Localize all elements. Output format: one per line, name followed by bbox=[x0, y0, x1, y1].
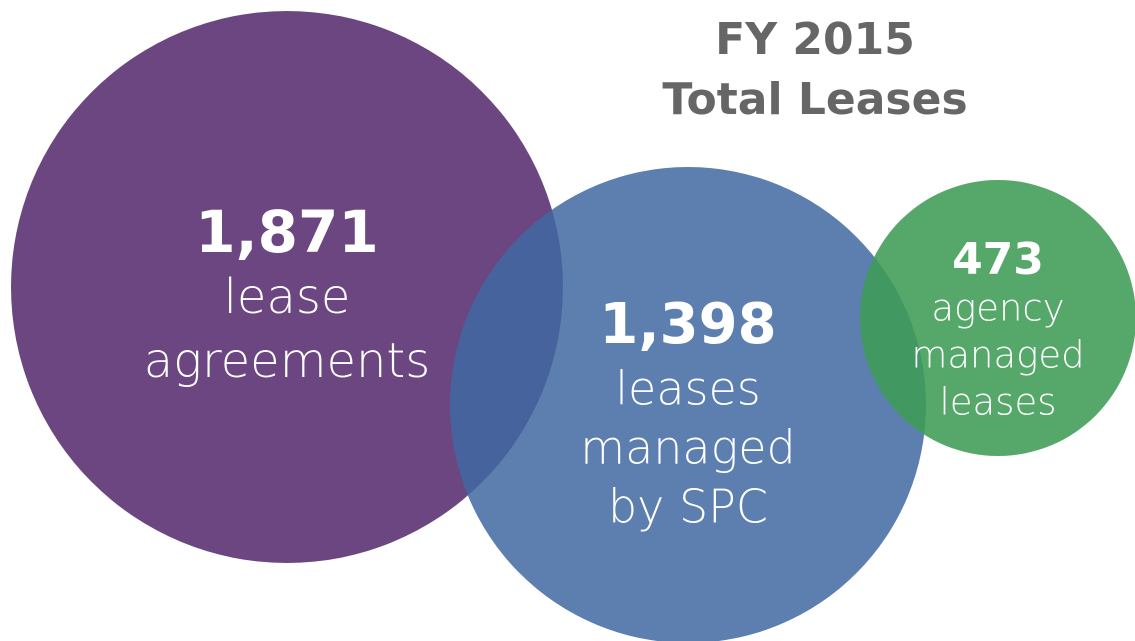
bubble-circle bbox=[450, 167, 926, 641]
bubble-number: 1,871 bbox=[195, 198, 378, 266]
bubble-label: agreements bbox=[144, 333, 431, 389]
bubble-label: managed bbox=[911, 334, 1084, 377]
bubble-label: agency bbox=[931, 287, 1064, 330]
bubble-label: managed bbox=[580, 421, 795, 475]
bubble-number: 473 bbox=[952, 234, 1044, 285]
bubble-number: 1,398 bbox=[599, 292, 776, 357]
bubble-label: by SPC bbox=[608, 480, 768, 534]
bubble-circle bbox=[11, 11, 563, 563]
bubble-label: leases bbox=[939, 381, 1056, 424]
bubble-label: leases bbox=[615, 362, 761, 416]
title-line: FY 2015 bbox=[715, 14, 915, 65]
title-line: Total Leases bbox=[662, 74, 967, 125]
bubble-label: lease bbox=[224, 269, 351, 325]
bubble-circle bbox=[860, 180, 1135, 456]
